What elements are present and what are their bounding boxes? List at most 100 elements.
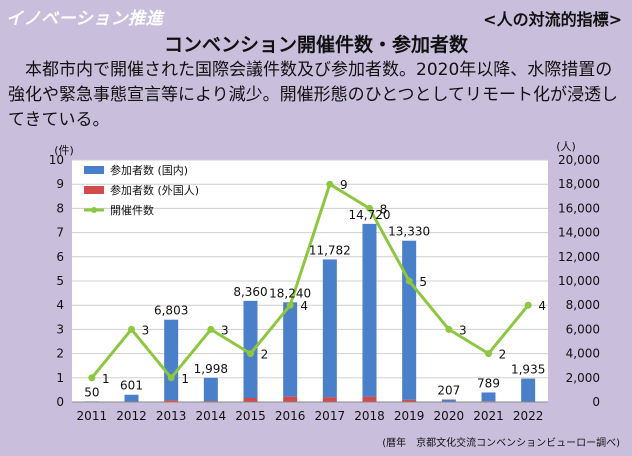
left-tick-label: 0 [56, 395, 64, 409]
total-label: 18,240 [269, 286, 311, 300]
count-label: 3 [221, 323, 229, 337]
bar-domestic [203, 377, 218, 402]
count-point [445, 325, 453, 333]
legend-label: 参加者数 (国内) [110, 163, 188, 177]
count-label: 8 [380, 202, 388, 216]
total-label: 8,360 [233, 285, 267, 299]
left-tick-label: 10 [49, 153, 64, 167]
legend-swatch-domestic [84, 166, 104, 174]
count-point [128, 325, 135, 333]
count-point [167, 374, 175, 382]
right-tick-label: 0 [592, 395, 600, 409]
count-point [366, 204, 373, 212]
count-label: 3 [142, 323, 150, 337]
bar-foreign [283, 396, 298, 402]
left-tick-label: 2 [56, 347, 64, 361]
legend-swatch-foreign [84, 186, 104, 194]
bar-domestic [283, 302, 298, 397]
bar-domestic [481, 392, 496, 402]
left-tick-label: 5 [56, 274, 64, 288]
legend-marker-count [91, 207, 97, 213]
x-tick-label: 2021 [473, 409, 504, 423]
left-axis-unit: (件) [54, 144, 74, 157]
total-label: 13,330 [388, 225, 430, 239]
right-tick-label: 4,000 [566, 347, 600, 361]
bar-domestic [521, 378, 536, 402]
right-axis-unit: (人) [556, 140, 576, 153]
count-point [286, 301, 294, 309]
category-label: <人の対流的指標> [483, 10, 622, 29]
bar-domestic [402, 240, 417, 400]
legend-label: 参加者数 (外国人) [110, 183, 199, 197]
count-label: 5 [419, 275, 427, 289]
count-point [247, 350, 254, 358]
x-tick-label: 2012 [116, 409, 147, 423]
x-tick-label: 2014 [196, 409, 227, 423]
count-label: 4 [538, 299, 546, 313]
left-tick-label: 3 [56, 322, 64, 336]
count-line [90, 181, 530, 381]
x-tick-label: 2013 [156, 409, 187, 423]
count-point [485, 350, 492, 358]
right-tick-label: 18,000 [558, 177, 600, 191]
right-tick-label: 20,000 [558, 153, 600, 167]
bar-foreign [402, 399, 417, 402]
right-tick-label: 2,000 [566, 371, 600, 385]
bar-domestic [164, 319, 179, 401]
x-tick-label: 2015 [235, 409, 266, 423]
x-tick-label: 2019 [394, 409, 425, 423]
bar-domestic [441, 399, 456, 402]
total-label: 789 [477, 376, 500, 390]
count-label: 4 [300, 299, 308, 313]
left-tick-label: 7 [56, 226, 64, 240]
right-tick-label: 16,000 [558, 201, 600, 215]
count-label: 2 [261, 348, 269, 362]
count-label: 1 [102, 372, 110, 386]
page-title: コンベンション開催件数・参加者数 [163, 34, 468, 56]
count-label: 1 [181, 372, 189, 386]
left-tick-label: 9 [56, 177, 64, 191]
source-note: (暦年 京都文化交流コンベンションビューロー調べ) [382, 438, 620, 449]
bar-domestic [243, 300, 258, 399]
left-tick-label: 6 [56, 250, 64, 264]
description: 本都市内で開催された国際会議件数及び参加者数。2020年以降、水際措置の強化や緊… [8, 60, 618, 130]
x-tick-label: 2020 [434, 409, 465, 423]
x-tick-label: 2022 [513, 409, 544, 423]
right-tick-label: 8,000 [566, 298, 600, 312]
total-label: 6,803 [154, 304, 188, 318]
total-label: 1,998 [194, 362, 228, 376]
count-label: 3 [459, 323, 467, 337]
count-point [326, 180, 334, 188]
bar-foreign [164, 400, 179, 402]
left-tick-label: 8 [56, 201, 64, 215]
left-tick-label: 4 [56, 298, 64, 312]
section-label: イノベーション推進 [6, 9, 164, 29]
count-label: 9 [340, 178, 348, 192]
count-point [88, 374, 96, 382]
x-tick-label: 2016 [275, 409, 306, 423]
left-tick-label: 1 [56, 371, 64, 385]
bar-domestic [362, 223, 377, 397]
bar-domestic [322, 259, 337, 398]
count-point [524, 301, 532, 309]
right-tick-label: 10,000 [558, 274, 600, 288]
x-tick-label: 2018 [354, 409, 385, 423]
right-tick-label: 12,000 [558, 250, 600, 264]
right-tick-label: 6,000 [566, 322, 600, 336]
count-label: 2 [499, 348, 507, 362]
bar-foreign [362, 396, 377, 402]
total-label: 601 [120, 379, 143, 393]
bar-domestic [124, 394, 139, 402]
x-tick-label: 2017 [315, 409, 346, 423]
bar-foreign [243, 398, 258, 402]
x-tick-label: 2011 [77, 409, 108, 423]
bar-foreign [322, 397, 337, 402]
total-label: 11,782 [309, 243, 351, 257]
total-label: 14,720 [349, 208, 391, 222]
right-tick-label: 14,000 [558, 226, 600, 240]
total-label: 1,935 [511, 363, 545, 377]
legend-label: 開催件数 [110, 203, 154, 217]
count-point [207, 325, 215, 333]
